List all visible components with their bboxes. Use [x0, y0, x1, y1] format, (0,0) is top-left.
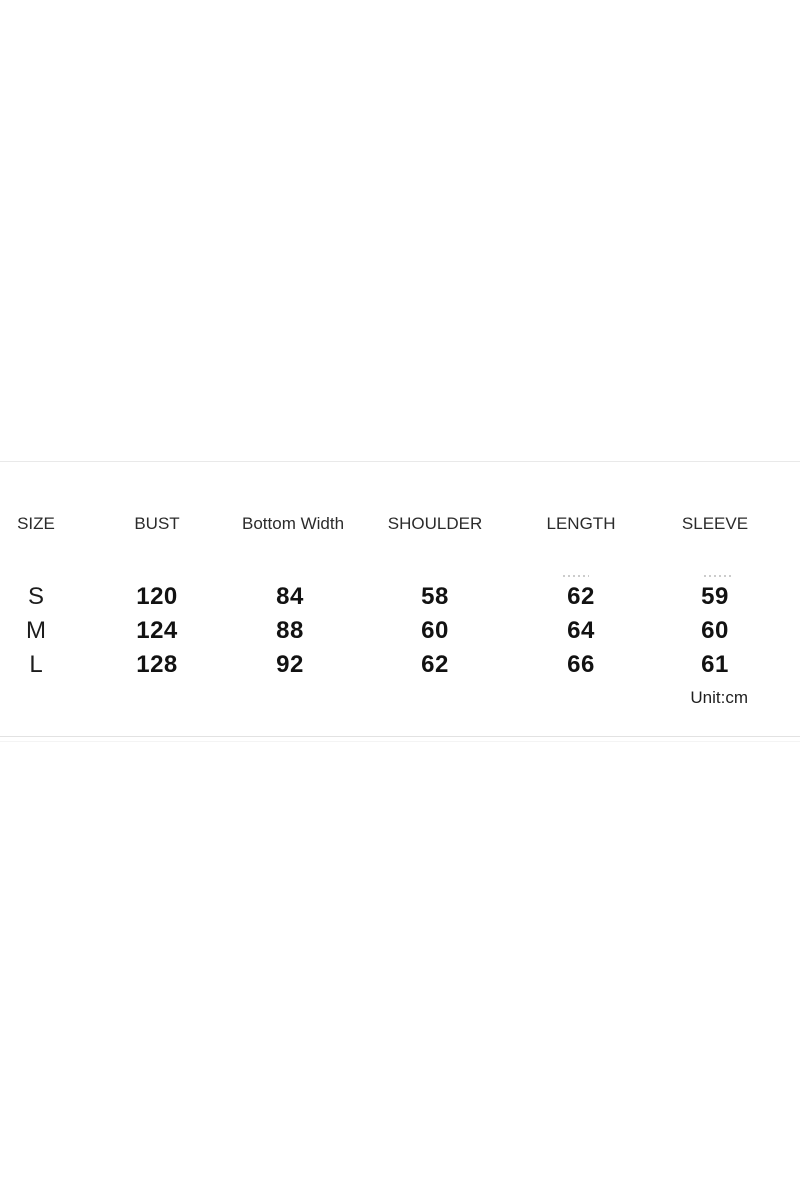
cell-sleeve: 60: [701, 617, 729, 644]
table-row-l: L 128 92 62 66 61: [0, 648, 800, 682]
cell-bottom-width: 88: [276, 617, 304, 644]
cell-bottom-width: 84: [276, 583, 304, 610]
unit-label: Unit:cm: [690, 688, 748, 707]
cell-length: 66: [567, 651, 595, 678]
table-row-m: M 124 88 60 64 60: [0, 614, 800, 648]
column-header-bottom-width: Bottom Width: [242, 514, 345, 533]
row-size-label: M: [26, 617, 46, 644]
cell-sleeve: 61: [701, 651, 729, 678]
cell-bust: 128: [136, 651, 178, 678]
cell-shoulder: 60: [421, 617, 449, 644]
cell-bust: 124: [136, 617, 178, 644]
cell-shoulder: 62: [421, 651, 449, 678]
column-header-sleeve: SLEEVE: [681, 514, 749, 533]
cell-shoulder: 58: [421, 583, 449, 610]
column-header-shoulder: SHOULDER: [387, 514, 483, 533]
cell-bottom-width: 92: [276, 651, 304, 678]
cell-length: 64: [567, 617, 595, 644]
cell-bust: 120: [136, 583, 178, 610]
cell-sleeve: 59: [701, 583, 729, 610]
header-row: SIZE BUST Bottom Width SHOULDER LENGTH S…: [0, 500, 800, 548]
row-size-label: L: [29, 651, 43, 678]
column-header-length: LENGTH: [546, 514, 616, 533]
row-size-label: S: [27, 583, 44, 610]
spacer-cell: [0, 548, 800, 580]
column-header-size: SIZE: [17, 514, 55, 533]
column-header-bust: BUST: [134, 514, 180, 533]
cell-length: 62: [567, 583, 595, 610]
spacer-row: [0, 548, 800, 580]
size-chart-section: SIZE BUST Bottom Width SHOULDER LENGTH S…: [0, 461, 800, 742]
cropped-text-remnant: [563, 575, 589, 577]
size-chart-table: SIZE BUST Bottom Width SHOULDER LENGTH S…: [0, 500, 800, 682]
table-row-s: S 120 84 58 62 59: [0, 580, 800, 614]
cropped-text-remnant: [704, 575, 733, 577]
